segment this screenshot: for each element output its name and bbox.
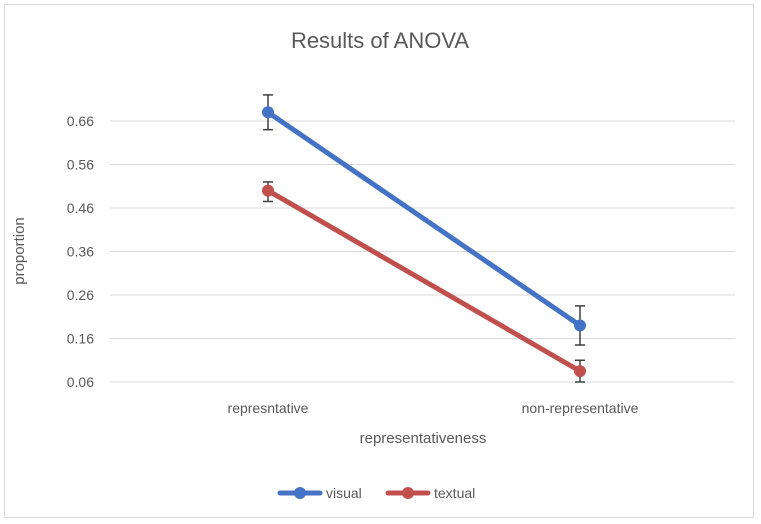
y-tick-label: 0.16 <box>67 331 94 347</box>
series-line-textual <box>265 188 583 374</box>
legend: visual textual <box>277 485 475 501</box>
series-visual <box>262 94 586 346</box>
y-tick-label: 0.36 <box>67 244 94 260</box>
legend-label: textual <box>434 485 475 501</box>
y-axis-title: proportion <box>11 217 28 285</box>
data-point-visual <box>262 106 274 119</box>
x-axis-ticks: represntative non-representative <box>228 400 639 416</box>
legend-item-visual: visual <box>277 485 362 501</box>
y-tick-label: 0.26 <box>67 287 94 303</box>
data-point-visual <box>574 319 586 332</box>
series-layer <box>262 94 586 383</box>
series-textual <box>262 181 586 383</box>
y-tick-label: 0.56 <box>67 157 94 173</box>
legend-item-textual: textual <box>385 485 475 501</box>
chart-title: Results of ANOVA <box>291 28 469 53</box>
data-point-textual <box>262 184 274 197</box>
legend-marker <box>402 487 414 499</box>
legend-label: visual <box>326 485 362 501</box>
series-line-visual <box>265 109 583 328</box>
x-tick-label: non-representative <box>522 400 639 416</box>
y-tick-label: 0.66 <box>67 113 94 129</box>
y-axis-ticks: 0.06 0.16 0.26 0.36 0.46 0.56 0.66 <box>67 113 94 390</box>
y-tick-label: 0.06 <box>67 374 94 390</box>
grid-lines <box>110 120 735 383</box>
data-point-textual <box>574 365 586 378</box>
x-axis-title: representativeness <box>360 430 487 447</box>
chart-frame <box>4 4 754 518</box>
y-tick-label: 0.46 <box>67 200 94 216</box>
x-tick-label: represntative <box>228 400 309 416</box>
legend-marker <box>294 487 306 499</box>
